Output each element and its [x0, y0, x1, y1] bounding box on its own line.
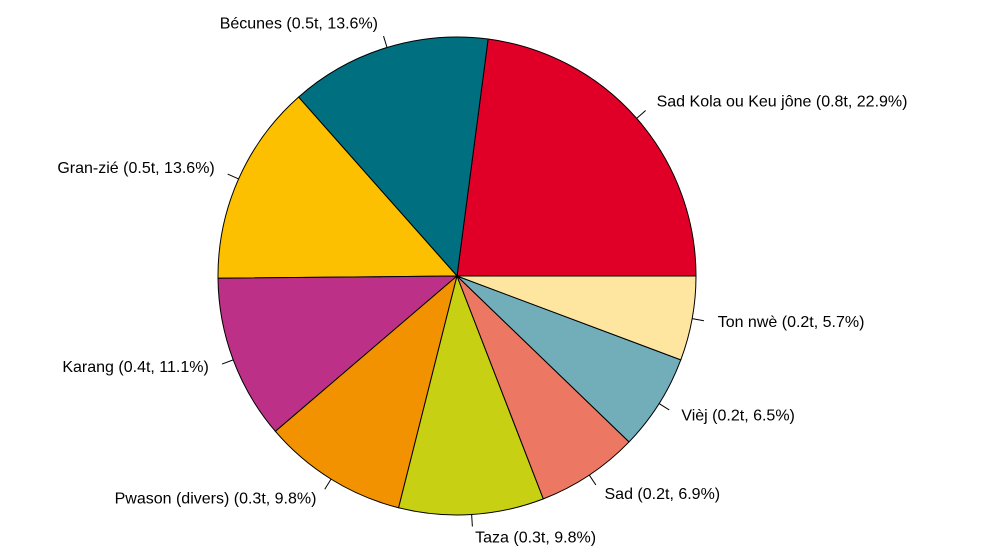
slice-name: Vièj — [681, 408, 707, 425]
label-leader — [636, 110, 646, 119]
label-leader — [588, 474, 597, 486]
slice-value-label: (0.8t, 22.9%) — [816, 94, 908, 111]
slice-value-label: (0.4t, 11.1%) — [118, 359, 208, 376]
label-leader — [692, 318, 705, 322]
slice-name: Sad — [605, 486, 633, 503]
slice-value-label: (0.2t, 6.5%) — [712, 408, 795, 425]
pie-slice — [274, 274, 458, 509]
slice-label: Gran-zié (0.5t, 13.6%) — [57, 160, 214, 177]
slice-value-label: (0.5t, 13.6%) — [286, 16, 378, 33]
slice-name: Pwason (divers) — [115, 491, 230, 508]
slice-label: Taza (0.3t, 9.8%) — [475, 530, 596, 547]
slice-name: Karang — [62, 359, 114, 376]
pie-slice — [456, 275, 697, 361]
label-leader — [471, 514, 473, 527]
slice-value-label: (0.3t, 9.8%) — [234, 491, 317, 508]
label-leader — [221, 359, 234, 365]
slice-name: Bécunes — [220, 16, 282, 33]
slice-value-label: (0.2t, 5.7%) — [782, 314, 865, 331]
slice-label: Karang (0.4t, 11.1%) — [62, 359, 208, 376]
slice-value-label: (0.5t, 13.6%) — [123, 160, 215, 177]
slice-name: Ton nwè — [718, 314, 778, 331]
pie-slice — [217, 96, 459, 279]
slice-label: Vièj (0.2t, 6.5%) — [681, 408, 795, 425]
pie-slice — [456, 38, 697, 277]
slice-label: Ton nwè (0.2t, 5.7%) — [718, 314, 865, 331]
slice-value-label: (0.2t, 6.9%) — [637, 486, 720, 503]
pie-slice — [217, 275, 459, 433]
slice-label: Sad (0.2t, 6.9%) — [605, 486, 721, 503]
slice-value-label: (0.3t, 9.8%) — [513, 530, 596, 547]
label-leader — [227, 173, 239, 180]
slice-name: Sad Kola ou Keu jône — [657, 94, 812, 111]
slice-name: Taza — [475, 530, 509, 547]
pie-slice — [397, 274, 544, 516]
slice-name: Gran-zié — [57, 160, 118, 177]
label-leader — [658, 403, 670, 411]
slice-label: Sad Kola ou Keu jône (0.8t, 22.9%) — [657, 94, 908, 111]
label-leader — [324, 478, 332, 490]
slice-label: Pwason (divers) (0.3t, 9.8%) — [115, 491, 317, 508]
pie-slice — [456, 275, 630, 500]
label-leader — [383, 35, 388, 48]
slice-label: Bécunes (0.5t, 13.6%) — [220, 16, 378, 33]
